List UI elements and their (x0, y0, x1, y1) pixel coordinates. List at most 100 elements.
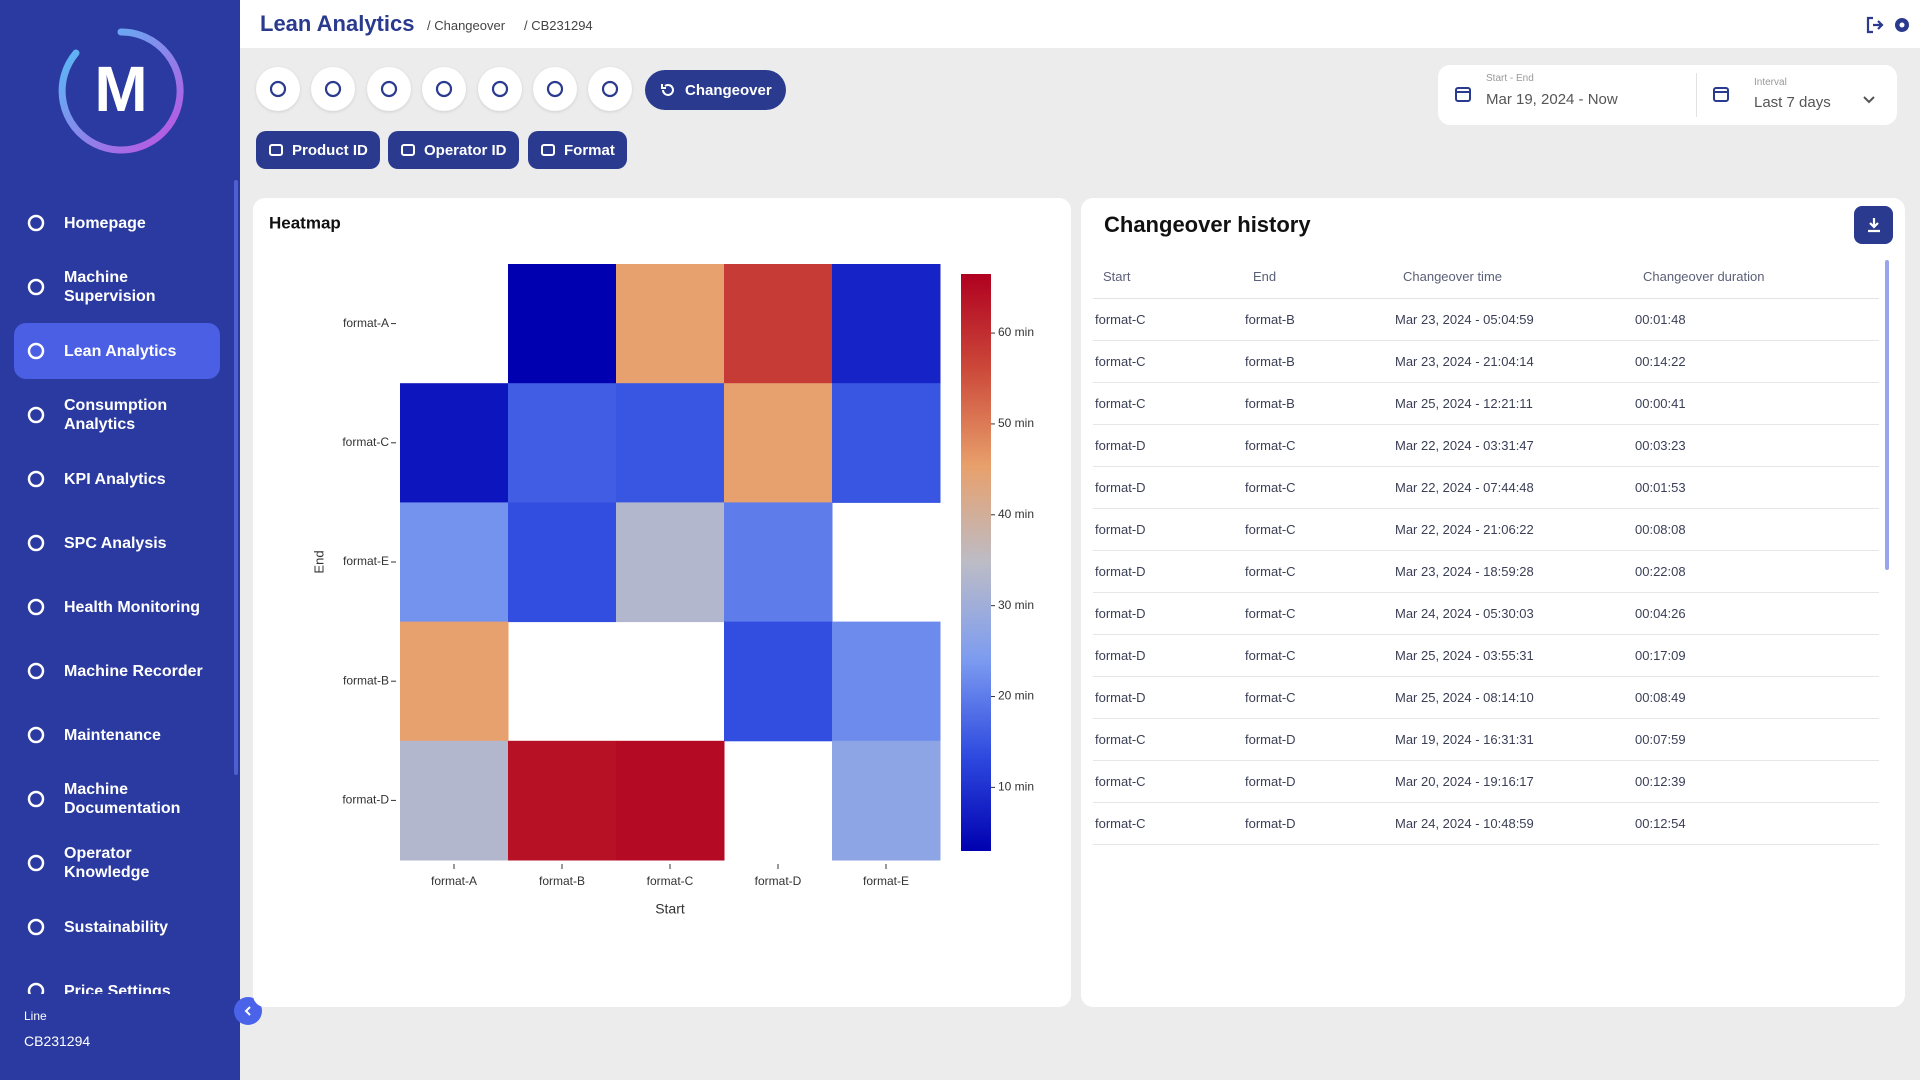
y-tick-label: format-D (342, 793, 389, 807)
heatmap-cell (400, 740, 509, 861)
nav-label[interactable]: SPC Analysis (64, 534, 167, 552)
table-row: format-D format-C Mar 25, 2024 - 08:14:10 0… (1093, 676, 1879, 719)
table-cell: Mar 25, 2024 - 12:21:11 (1393, 382, 1633, 425)
nav-item[interactable]: Lean Analytics (14, 323, 220, 379)
nav-label[interactable]: Health Monitoring (64, 598, 200, 616)
y-tick-label: format-C (342, 435, 389, 449)
nav-label[interactable]: Lean Analytics (64, 342, 177, 360)
nav-item[interactable]: Machine Recorder (14, 643, 220, 699)
table-cell: 00:12:54 (1633, 802, 1879, 845)
nav-label[interactable]: Maintenance (64, 726, 161, 744)
nav-label[interactable]: Machine Documentation (64, 781, 181, 817)
nav-item[interactable]: Health Monitoring (14, 579, 220, 635)
table-cell: format-D (1093, 508, 1243, 551)
nav-item[interactable]: Consumption Analytics (14, 387, 220, 443)
icon-shape (324, 80, 342, 98)
table-cell: Mar 24, 2024 - 05:30:03 (1393, 592, 1633, 635)
icon-shape (27, 406, 45, 424)
icon-shape (27, 598, 45, 616)
icon-shape (27, 918, 45, 936)
nav-label[interactable]: KPI Analytics (64, 470, 166, 488)
tool-button[interactable] (367, 67, 411, 111)
icon-shape (27, 982, 45, 994)
nav-label[interactable]: Machine Recorder (64, 662, 203, 680)
column-header[interactable]: Changeover time (1393, 256, 1633, 299)
tool-button[interactable] (311, 67, 355, 111)
table-row: format-C format-D Mar 19, 2024 - 16:31:31 0… (1093, 718, 1879, 761)
nav-label[interactable]: Machine Supervision (64, 269, 156, 305)
table-cell: format-C (1243, 676, 1393, 719)
icon-shape (269, 144, 283, 156)
nav-label[interactable]: Homepage (64, 214, 146, 232)
nav-item[interactable]: Homepage (14, 195, 220, 251)
y-tick-label: format-B (343, 673, 389, 687)
column-header[interactable]: Changeover duration (1633, 256, 1879, 299)
settings-icon[interactable] (1892, 15, 1912, 35)
icon-shape (27, 790, 45, 808)
breadcrumb[interactable]: / Changeover (427, 18, 506, 33)
nav-item[interactable]: Machine Documentation (14, 771, 220, 827)
tab-changeover[interactable]: Changeover (645, 70, 786, 110)
filter-icon (269, 144, 283, 156)
tool-button[interactable] (422, 67, 466, 111)
filter-button[interactable]: Product ID (256, 131, 380, 169)
tool-button[interactable] (533, 67, 577, 111)
nav-icon (27, 534, 45, 552)
nav-label[interactable]: Price Settings (64, 982, 171, 995)
filter-icon (541, 144, 555, 156)
filter-button[interactable]: Format (528, 131, 627, 169)
icon-shape (380, 80, 398, 98)
table-scroll: Start End Changeover time Changeover durati… (1093, 256, 1879, 860)
interval-value[interactable]: Last 7 days (1754, 94, 1831, 111)
column-header[interactable]: Start (1093, 256, 1243, 299)
table-cell: Mar 22, 2024 - 07:44:48 (1393, 466, 1633, 509)
nav-item[interactable]: Operator Knowledge (14, 835, 220, 891)
nav-label[interactable]: Sustainability (64, 918, 169, 936)
table-cell: 00:08:49 (1633, 676, 1879, 719)
nav-item[interactable]: Sustainability (14, 899, 220, 955)
range-value[interactable]: Mar 19, 2024 - Now (1486, 91, 1618, 108)
table-cell: format-D (1243, 760, 1393, 803)
nav-label[interactable]: Consumption Analytics (64, 397, 168, 433)
icon-shape (435, 80, 453, 98)
nav-icon (27, 406, 45, 424)
heatmap-cell (508, 740, 617, 861)
table-cell: format-C (1243, 466, 1393, 509)
tool-button[interactable] (256, 67, 300, 111)
icon-shape (601, 80, 619, 98)
tab-label: Changeover (685, 81, 772, 99)
nav-item[interactable]: Maintenance (14, 707, 220, 763)
tool-button[interactable] (588, 67, 632, 111)
filter-label[interactable]: Operator ID (424, 141, 507, 159)
tool-icon (269, 80, 287, 98)
table-cell: format-C (1243, 634, 1393, 677)
heatmap-cell (400, 621, 509, 742)
heatmap-cell (832, 264, 941, 384)
nav-item[interactable]: Machine Supervision (14, 259, 220, 315)
tool-button[interactable] (478, 67, 522, 111)
table-cell: format-D (1093, 634, 1243, 677)
nav-item[interactable]: SPC Analysis (14, 515, 220, 571)
interval-label: Interval (1754, 77, 1787, 88)
table-cell: Mar 22, 2024 - 21:06:22 (1393, 508, 1633, 551)
table-cell: format-B (1243, 382, 1393, 425)
heatmap-cell (724, 264, 833, 384)
nav-icon (27, 470, 45, 488)
filter-label[interactable]: Format (564, 141, 615, 159)
logout-icon[interactable] (1865, 15, 1885, 35)
colorbar-tick-label: 60 min (998, 325, 1034, 339)
nav-item[interactable]: KPI Analytics (14, 451, 220, 507)
table-cell: 00:00:41 (1633, 382, 1879, 425)
icon-shape (546, 80, 564, 98)
filter-label[interactable]: Product ID (292, 141, 368, 159)
table-row: format-D format-C Mar 25, 2024 - 03:55:31 0… (1093, 634, 1879, 677)
nav-item[interactable]: Price Settings (14, 963, 220, 994)
column-header[interactable]: End (1243, 256, 1393, 299)
table-cell: format-D (1093, 592, 1243, 635)
tool-icon (435, 80, 453, 98)
filter-button[interactable]: Operator ID (388, 131, 519, 169)
breadcrumb[interactable]: / CB231294 (524, 18, 593, 33)
download-button[interactable] (1854, 206, 1893, 244)
icon-shape (27, 726, 45, 744)
nav-label[interactable]: Operator Knowledge (64, 845, 150, 881)
